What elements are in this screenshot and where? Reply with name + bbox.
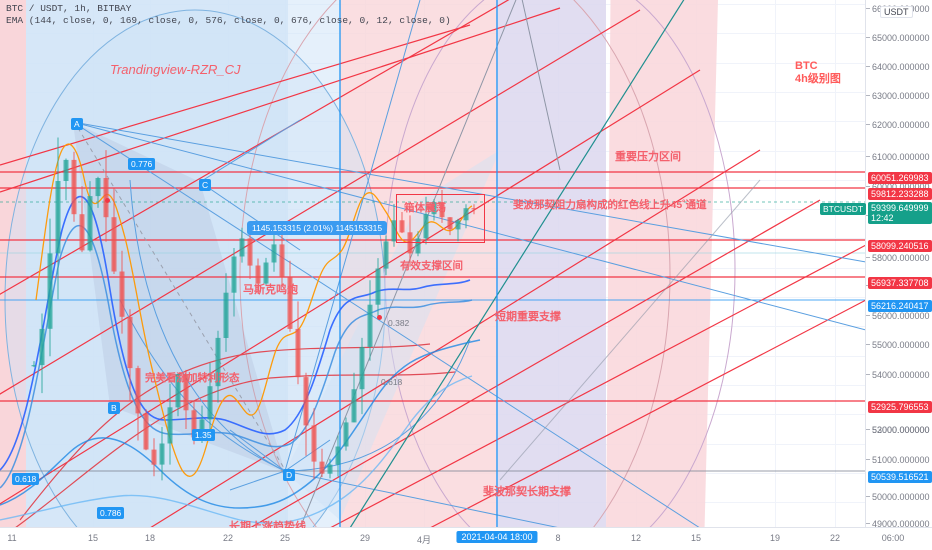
time-tick: 15 <box>87 533 99 543</box>
time-tick: 8 <box>555 533 561 543</box>
price-marker-blue[interactable]: 50539.516521 <box>868 471 932 483</box>
currency-badge: USDT <box>880 6 913 18</box>
price-tick: 63000.000000 <box>866 91 930 101</box>
time-tick: 22 <box>222 533 234 543</box>
symbol-price-tag: BTCUSDT <box>820 203 867 215</box>
price-tick: 61000.000000 <box>866 152 930 162</box>
gridline <box>835 0 836 528</box>
annotation-important-resistance-zone: 重要压力区间 <box>615 151 681 163</box>
time-tick: 29 <box>359 533 371 543</box>
price-marker-teal[interactable]: 59399.649999 12:42 <box>868 202 932 224</box>
box-oscillation-rect <box>396 194 485 243</box>
price-marker-red[interactable]: 52925.796553 <box>868 401 932 413</box>
symbol-legend[interactable]: BTC / USDT, 1h, BITBAY <box>6 3 132 14</box>
fib-618-text: 0.618 <box>381 377 403 387</box>
fib-382-text: 0.382 <box>388 318 410 328</box>
time-tick: 15 <box>690 533 702 543</box>
brand-line-2: 4h级别图 <box>795 73 841 85</box>
price-marker-red[interactable]: 60051.269983 <box>868 172 932 184</box>
time-tick: 22 <box>829 533 841 543</box>
price-marker-time: 12:42 <box>871 213 894 223</box>
annotation-short-term-key-support: 短期重要支撑 <box>495 311 561 323</box>
zone-pink-mid <box>340 0 496 528</box>
price-tick: 49000.000000 <box>866 519 930 529</box>
price-tick: 58000.000000 <box>866 253 930 263</box>
chart-plot-area[interactable]: 0.382 0.618 0 A C B D 0.776 1.35 0.618 0… <box>0 0 866 528</box>
measurement-tooltip: 1145.153315 (2.01%) 1145153315 <box>247 221 388 235</box>
fib-pill-0618: 0.618 <box>12 473 40 485</box>
fib-pill-135: 1.35 <box>192 429 215 441</box>
time-tick: 12 <box>630 533 642 543</box>
annotation-fib-resistance-fan-channel: 斐波那契阻力扇构成的红色线上升45˚通道 <box>513 199 707 211</box>
drawing-layer <box>0 0 866 528</box>
chart-legend: BTC / USDT, 1h, BITBAY EMA (144, close, … <box>6 3 451 27</box>
annotation-musk-shoutout: 马斯克鸣炮 <box>243 284 298 296</box>
price-tick: 54000.000000 <box>866 370 930 380</box>
selected-time-label[interactable]: 2021-04-04 18:00 <box>456 531 538 543</box>
price-marker-red[interactable]: 56937.337708 <box>868 277 932 289</box>
harmonic-point-D: D <box>283 469 296 481</box>
price-marker-blue[interactable]: 56216.240417 <box>868 300 932 312</box>
price-tick: 52000.000000 <box>866 425 930 435</box>
price-marker-red[interactable]: 59812.233288 <box>868 188 932 200</box>
brand-label: BTC 4h级别图 <box>795 60 841 86</box>
zone-blue-main <box>26 0 288 528</box>
time-tick: 19 <box>769 533 781 543</box>
zone-purple-right <box>496 0 606 528</box>
price-marker-red[interactable]: 58099.240516 <box>868 240 932 252</box>
price-tick: 50000.000000 <box>866 492 930 502</box>
price-tick: 56000.000000 <box>866 311 930 321</box>
time-tick: 25 <box>279 533 291 543</box>
price-tick: 51000.000000 <box>866 455 930 465</box>
annotation-perfect-bullish-gartley: 完美看涨加特利形态 <box>145 372 240 384</box>
annotation-effective-support-zone: 有效支撑区间 <box>400 260 463 272</box>
time-axis[interactable]: 11 15 18 22 25 29 4月 8 12 15 19 22 06:00 2021-04-04 1… <box>0 527 932 550</box>
price-marker-dot-mid <box>377 315 382 320</box>
time-tick: 06:00 <box>881 533 905 543</box>
time-tick: 4月 <box>416 535 432 545</box>
annotation-box-oscillation: 箱体震荡 <box>404 202 446 214</box>
price-tick: 60000.000000 <box>866 182 930 192</box>
price-axis[interactable]: 66000.00000065000.00000064000.0000006300… <box>820 0 932 529</box>
time-tick: 11 <box>7 533 17 543</box>
harmonic-point-B: B <box>108 402 120 414</box>
price-tick: 62000.000000 <box>866 120 930 130</box>
price-tick: 64000.000000 <box>866 62 930 72</box>
brand-line-1: BTC <box>795 60 818 72</box>
chart-watermark: Trandingview-RZR_CJ <box>110 62 241 77</box>
price-tick: 65000.000000 <box>866 33 930 43</box>
fib-pill-0776: 0.776 <box>128 158 156 170</box>
harmonic-point-C: C <box>199 179 212 191</box>
fib-pill-0786: 0.786 <box>97 507 125 519</box>
price-marker-dot-left <box>105 198 110 203</box>
annotation-fib-long-term-support: 斐波那契长期支撑 <box>483 486 571 498</box>
annotation-long-term-uptrend-line: 长期上涨趋势线 <box>229 521 306 528</box>
harmonic-point-A: A <box>71 118 83 130</box>
gridline <box>775 0 776 528</box>
time-tick: 18 <box>144 533 156 543</box>
ema-indicator-legend[interactable]: EMA (144, close, 0, 169, close, 0, 576, … <box>6 15 451 26</box>
price-tick: 55000.000000 <box>866 340 930 350</box>
